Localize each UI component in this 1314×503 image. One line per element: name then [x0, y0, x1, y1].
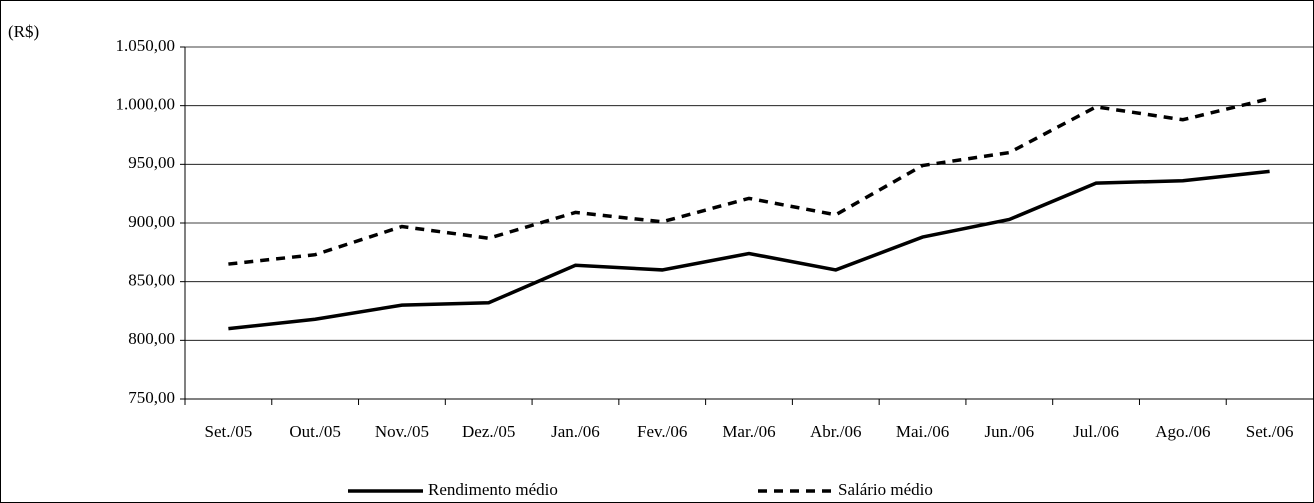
- y-tick-label: 1.050,00: [116, 36, 176, 55]
- y-tick-label: 850,00: [128, 271, 175, 290]
- legend-label: Rendimento médio: [428, 480, 558, 499]
- x-tick-label: Abr./06: [810, 422, 861, 441]
- x-tick-label: Nov./05: [375, 422, 429, 441]
- x-tick-label: Jan./06: [551, 422, 600, 441]
- x-tick-label: Out./05: [289, 422, 340, 441]
- x-tick-label: Set./06: [1246, 422, 1294, 441]
- x-tick-label: Dez./05: [462, 422, 515, 441]
- y-tick-label: 750,00: [128, 388, 175, 407]
- x-tick-label: Mai./06: [896, 422, 949, 441]
- legend-label: Salário médio: [838, 480, 933, 499]
- x-tick-label: Ago./06: [1155, 422, 1210, 441]
- x-tick-label: Mar./06: [722, 422, 775, 441]
- y-tick-label: 900,00: [128, 212, 175, 231]
- x-tick-label: Fev./06: [637, 422, 687, 441]
- x-tick-label: Set./05: [205, 422, 253, 441]
- y-tick-label: 1.000,00: [116, 95, 176, 114]
- y-tick-label: 950,00: [128, 153, 175, 172]
- y-tick-label: 800,00: [128, 329, 175, 348]
- series-line: [228, 96, 1271, 266]
- y-unit: (R$): [8, 22, 39, 41]
- x-tick-label: Jun./06: [985, 422, 1035, 441]
- x-tick-label: Jul./06: [1073, 422, 1119, 441]
- series-line: [228, 169, 1270, 331]
